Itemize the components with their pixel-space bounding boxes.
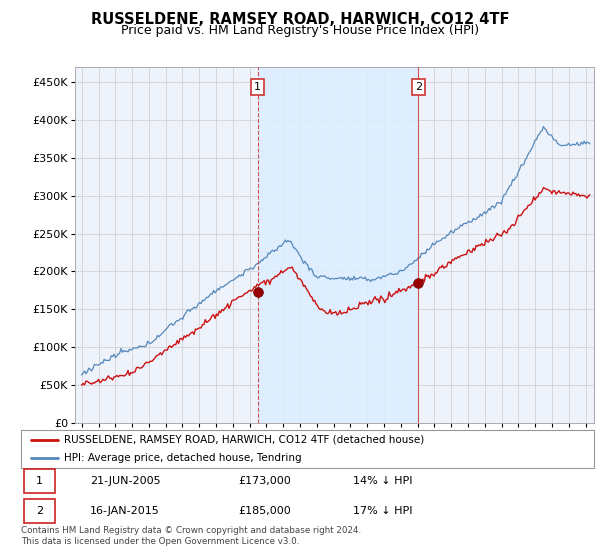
FancyBboxPatch shape [24, 469, 55, 493]
Text: £185,000: £185,000 [239, 506, 292, 516]
Text: £173,000: £173,000 [239, 477, 292, 486]
Text: 14% ↓ HPI: 14% ↓ HPI [353, 477, 413, 486]
Text: 1: 1 [254, 82, 261, 92]
Text: 2: 2 [415, 82, 422, 92]
Text: Contains HM Land Registry data © Crown copyright and database right 2024.
This d: Contains HM Land Registry data © Crown c… [21, 526, 361, 546]
FancyBboxPatch shape [24, 499, 55, 523]
Text: Price paid vs. HM Land Registry's House Price Index (HPI): Price paid vs. HM Land Registry's House … [121, 24, 479, 36]
Text: HPI: Average price, detached house, Tendring: HPI: Average price, detached house, Tend… [64, 453, 302, 463]
Text: 17% ↓ HPI: 17% ↓ HPI [353, 506, 413, 516]
Text: 16-JAN-2015: 16-JAN-2015 [90, 506, 160, 516]
Text: 1: 1 [36, 477, 43, 486]
Text: 2: 2 [36, 506, 43, 516]
Text: 21-JUN-2005: 21-JUN-2005 [90, 477, 160, 486]
Text: RUSSELDENE, RAMSEY ROAD, HARWICH, CO12 4TF: RUSSELDENE, RAMSEY ROAD, HARWICH, CO12 4… [91, 12, 509, 27]
Bar [257, 67, 418, 423]
Text: RUSSELDENE, RAMSEY ROAD, HARWICH, CO12 4TF (detached house): RUSSELDENE, RAMSEY ROAD, HARWICH, CO12 4… [64, 435, 424, 445]
